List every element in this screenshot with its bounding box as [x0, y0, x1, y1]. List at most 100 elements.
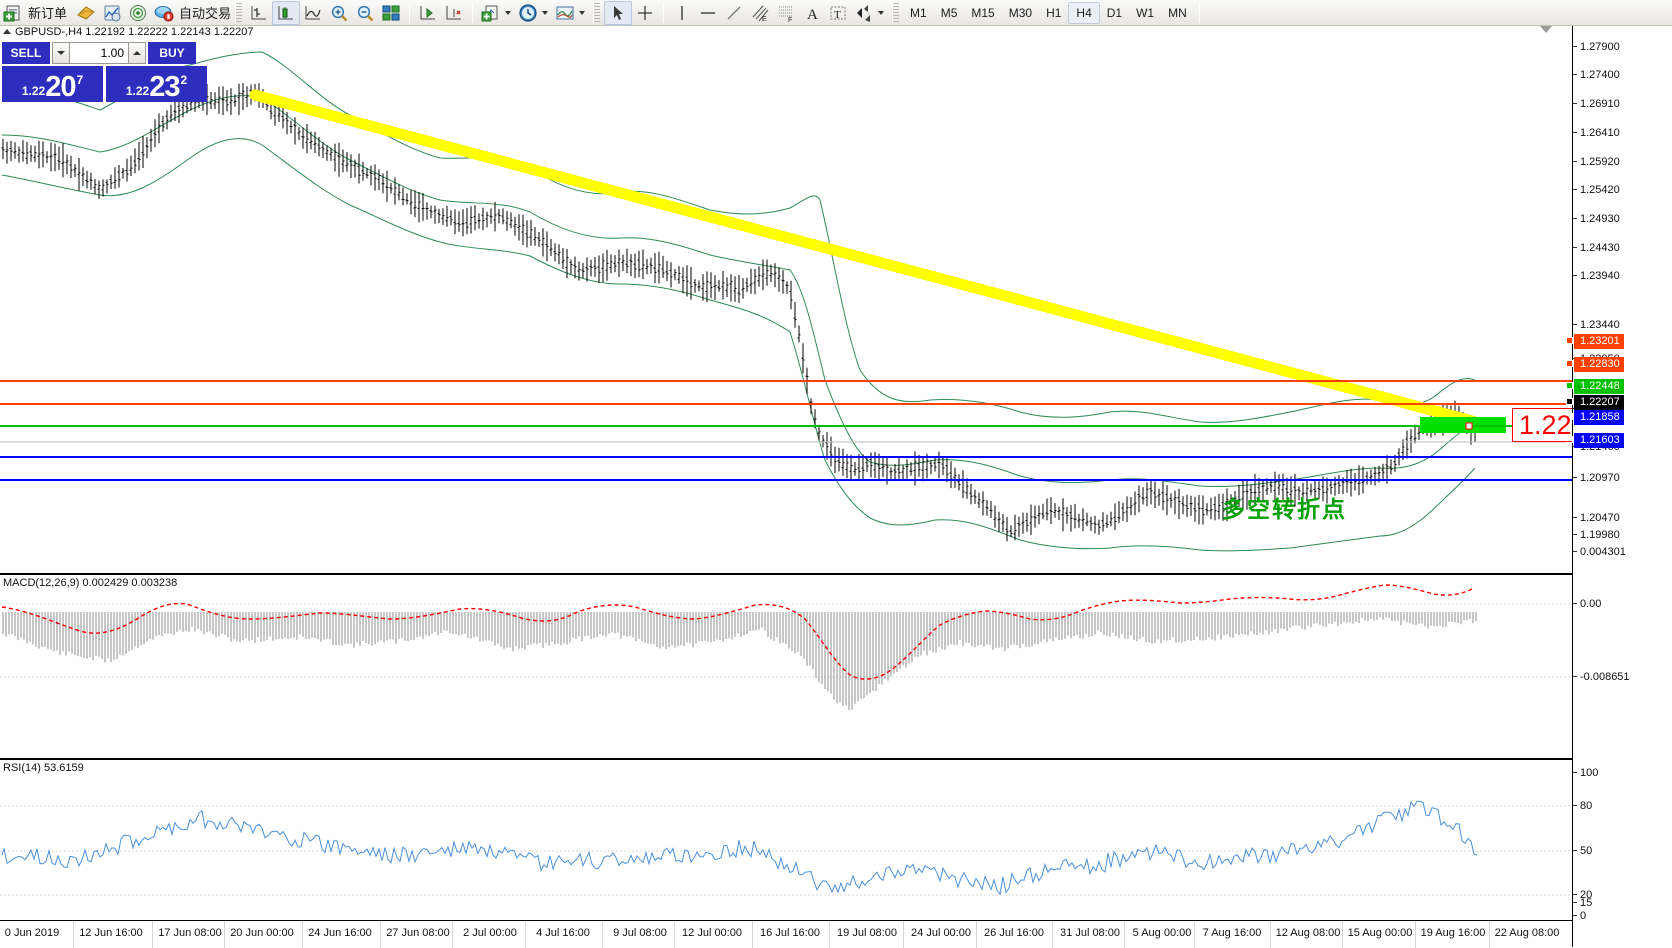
toolbar-grip-1[interactable] [235, 2, 243, 23]
navigator-button[interactable] [125, 1, 151, 25]
navigator-icon [130, 4, 147, 21]
fibonacci-button[interactable]: F [773, 1, 799, 25]
macd-axis-tick: 0.004301 [1573, 546, 1626, 558]
text-label-button[interactable]: T [825, 1, 851, 25]
chart-shift-button[interactable] [415, 1, 441, 25]
candlestick-chart-button[interactable] [272, 0, 301, 25]
tf-w1[interactable]: W1 [1136, 5, 1155, 20]
templates-caret-icon[interactable] [579, 10, 586, 15]
equidistant-channel-button[interactable]: E [747, 1, 773, 25]
tf-m15[interactable]: M15 [971, 5, 995, 20]
market-watch-button[interactable] [99, 1, 125, 25]
template-icon [556, 6, 574, 19]
one-click-trade-panel[interactable]: SELL BUY 1.22 20 7 1.22 23 2 [2, 42, 207, 104]
price-level-handle[interactable] [1566, 360, 1573, 367]
bar-chart-button[interactable] [246, 1, 272, 25]
horizontal-line-button[interactable] [695, 1, 721, 25]
time-axis[interactable]: 0 Jun 2019 12 Jun 16:00 17 Jun 08:00 20 Jun… [0, 920, 1572, 948]
sell-quote[interactable]: 1.22 20 7 [2, 66, 103, 102]
text-label-icon: T [830, 6, 846, 21]
trendline-button[interactable] [721, 1, 747, 25]
time-axis-separator [1489, 921, 1490, 948]
new-order-label[interactable]: 新订单 [28, 6, 68, 21]
toolbar-grip-2[interactable] [593, 2, 601, 23]
scroll-up-indicator-icon[interactable] [1540, 26, 1552, 33]
svg-text:F: F [788, 17, 792, 23]
buy-quote[interactable]: 1.22 23 2 [106, 66, 207, 102]
toolbar-grip-3[interactable] [892, 2, 900, 23]
price-level-chip[interactable]: 1.22448 [1574, 379, 1624, 394]
period-button[interactable] [515, 1, 541, 25]
volume-input[interactable] [70, 42, 128, 64]
chinese-annotation-label[interactable]: 多空转折点 [1222, 497, 1347, 523]
sell-price-point: 7 [76, 73, 84, 87]
price-level-chip[interactable]: 1.22207 [1574, 395, 1624, 410]
tf-m5[interactable]: M5 [940, 5, 958, 20]
price-level-chip[interactable]: 1.22830 [1574, 357, 1624, 372]
buy-button[interactable]: BUY [148, 42, 196, 64]
tf-d1[interactable]: D1 [1106, 5, 1123, 20]
time-axis-tick: 12 Jul 00:00 [682, 927, 742, 939]
tf-m30[interactable]: M30 [1008, 5, 1033, 20]
price-callout-label[interactable]: 1.22448 [1512, 408, 1572, 442]
rsi-pane[interactable] [0, 760, 1572, 920]
tf-m1[interactable]: M1 [910, 5, 927, 20]
time-axis-tick: 16 Jul 16:00 [760, 927, 820, 939]
price-level-handle[interactable] [1566, 382, 1573, 389]
bollinger-middle [1, 95, 1476, 488]
price-level-handle[interactable] [1566, 398, 1573, 405]
arrows-button[interactable] [851, 1, 877, 25]
breakout-highlight-box [1420, 417, 1506, 433]
tile-windows-button[interactable] [378, 1, 404, 25]
sell-button[interactable]: SELL [2, 42, 50, 64]
collapse-triangle-icon[interactable] [3, 29, 11, 34]
autotrading-label[interactable]: 自动交易 [179, 6, 232, 21]
time-axis-separator [1052, 921, 1053, 948]
price-chart-pane[interactable]: 1.22448 多空转折点 [0, 40, 1572, 573]
time-axis-separator [452, 921, 453, 948]
tf-h1[interactable]: H1 [1046, 5, 1062, 20]
time-axis-separator [380, 921, 381, 948]
new-order-button[interactable] [0, 1, 26, 25]
period-caret-icon[interactable] [542, 10, 549, 15]
profile-button[interactable] [73, 1, 99, 25]
price-axis-tick: 1.24430 [1573, 242, 1620, 254]
price-level-chip[interactable]: 1.23201 [1574, 334, 1624, 349]
arrows-caret-icon[interactable] [878, 10, 885, 15]
macd-pane[interactable] [0, 575, 1572, 758]
tf-h4[interactable]: H4 [1068, 1, 1100, 24]
pane-divider-macd [0, 573, 1572, 575]
crosshair-button[interactable] [632, 1, 658, 25]
vertical-line-button[interactable] [669, 1, 695, 25]
tf-mn[interactable]: MN [1168, 5, 1187, 20]
zoom-out-button[interactable] [352, 1, 378, 25]
time-axis-separator [224, 921, 225, 948]
rsi-axis-tick: 80 [1573, 800, 1592, 812]
autotrading-button[interactable] [151, 1, 177, 25]
price-level-chip[interactable]: 1.21858 [1574, 410, 1624, 425]
macd-indicator-label: MACD(12,26,9) 0.002429 0.003238 [3, 577, 178, 589]
cursor-button[interactable] [604, 0, 633, 25]
volume-decrease-button[interactable] [52, 42, 70, 64]
auto-scroll-button[interactable] [441, 1, 467, 25]
add-indicator-caret-icon[interactable] [505, 10, 512, 15]
price-level-handle[interactable] [1566, 337, 1573, 344]
text-button[interactable]: A [799, 1, 825, 25]
add-indicator-button[interactable] [478, 1, 504, 25]
main-toolbar: 新订单 自动交易 [0, 0, 1672, 26]
volume-increase-button[interactable] [128, 42, 146, 64]
zoom-in-button[interactable] [326, 1, 352, 25]
price-axis-tick: 1.20970 [1573, 472, 1620, 484]
svg-text:A: A [807, 7, 818, 23]
sell-price-main: 20 [45, 71, 76, 103]
time-axis-tick: 9 Jul 08:00 [613, 927, 667, 939]
price-level-chip[interactable]: 1.21603 [1574, 433, 1624, 448]
line-chart-button[interactable] [300, 1, 326, 25]
templates-button[interactable] [552, 1, 578, 25]
volume-stepper[interactable] [52, 42, 146, 64]
callout-anchor-handle [1465, 422, 1473, 430]
rsi-indicator-label: RSI(14) 53.6159 [3, 762, 84, 774]
price-axis[interactable]: 1.27900 1.27400 1.26910 1.26410 1.25920 1.254… [1566, 26, 1672, 947]
zoom-in-icon [331, 5, 348, 21]
chevron-down-icon [57, 51, 65, 55]
